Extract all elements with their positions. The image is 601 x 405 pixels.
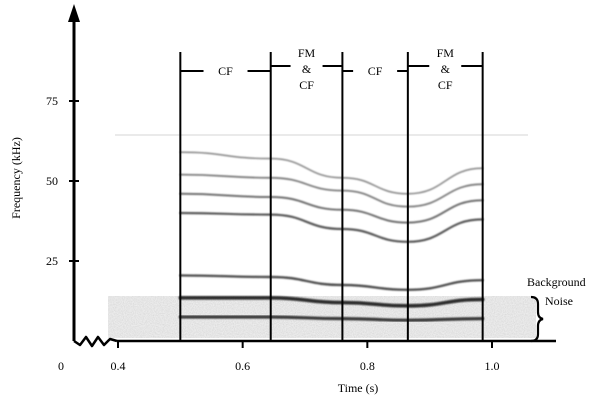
y-tick-label: 50 [46,174,58,188]
background-noise-annotation: Background Noise [527,275,586,343]
noise-bracket [530,295,544,343]
x-tick-label: 0.6 [235,359,250,373]
harmonic-band [179,274,484,292]
y-axis-label: Frequency (kHz) [9,137,23,219]
y-tick-label: 25 [46,254,58,268]
x-axis-label: Time (s) [338,381,379,395]
segment-label-line: FM [437,46,455,60]
segment-label-line: CF [368,64,383,78]
harmonic-band [179,151,484,195]
harmonic-band [179,211,484,243]
x-origin-label: 0 [58,359,64,373]
x-axis-break-mark [73,335,118,348]
y-axis-ticks: 25 50 75 [46,94,79,268]
harmonic-band [179,192,484,224]
annotation-line-2: Noise [545,294,573,308]
x-tick-label: 0.8 [360,359,375,373]
harmonic-bands [178,151,485,322]
y-axis-arrowhead [68,4,80,22]
segment-boundary-lines [179,52,484,341]
x-tick-label: 1.0 [485,359,500,373]
x-axis-ticks: 0.4 0.6 0.8 1.0 [111,341,500,373]
harmonic-band [179,173,484,208]
segment-label-line: FM [298,46,316,60]
segment-labels: CF FM & CF CF FM & CF [180,46,483,92]
segment-label-line: CF [218,64,233,78]
segment-label-line: CF [299,78,314,92]
segment-label-line: CF [438,78,453,92]
axes: 0 [58,4,556,373]
annotation-line-1: Background [527,275,586,289]
y-tick-label: 75 [46,94,58,108]
x-tick-label: 0.4 [111,359,126,373]
segment-label-line: & [302,62,312,76]
segment-label-line: & [441,62,451,76]
